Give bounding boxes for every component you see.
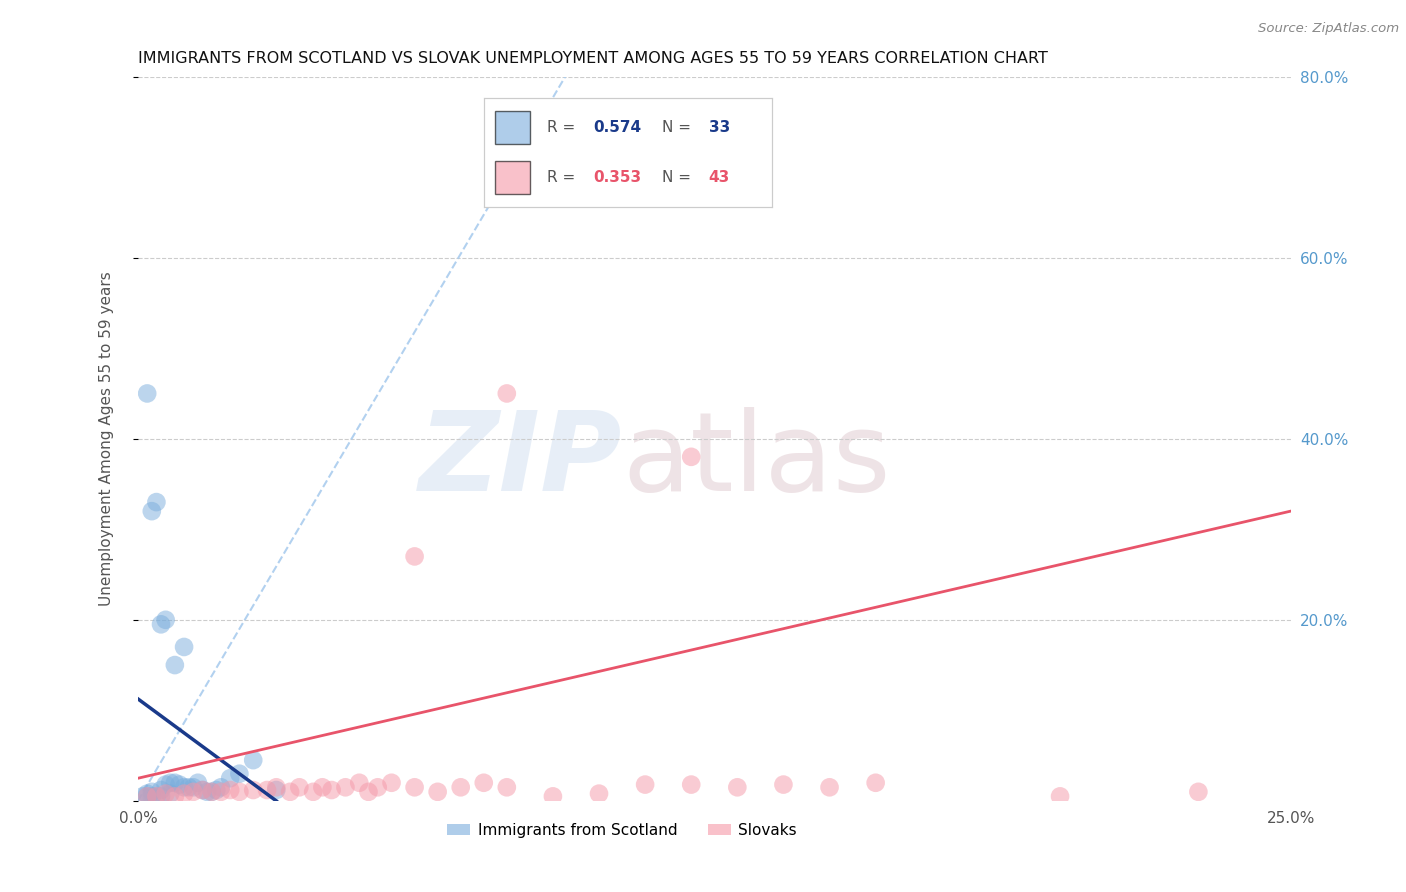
Point [163,776,186,790]
Point [195,785,218,799]
Point [201,785,224,799]
Point [335,780,357,795]
Point [242,753,264,767]
Point [155,787,177,801]
Text: IMMIGRANTS FROM SCOTLAND VS SLOVAK UNEMPLOYMENT AMONG AGES 55 TO 59 YEARS CORREL: IMMIGRANTS FROM SCOTLAND VS SLOVAK UNEMP… [138,51,1047,66]
Point [181,785,204,799]
Point [1187,785,1209,799]
Point [159,776,181,790]
Point [219,783,242,797]
Point [163,658,186,673]
Point [173,640,195,654]
Point [205,783,228,797]
Point [681,450,703,464]
Point [150,789,173,804]
Point [349,776,371,790]
Point [141,785,163,799]
Point [150,617,173,632]
Point [219,771,242,785]
Point [173,780,195,795]
Point [228,785,250,799]
Legend: Immigrants from Scotland, Slovaks: Immigrants from Scotland, Slovaks [441,817,803,844]
Point [136,787,159,801]
Text: Source: ZipAtlas.com: Source: ZipAtlas.com [1258,22,1399,36]
Point [173,787,195,801]
Point [311,780,333,795]
Point [404,780,426,795]
Point [772,778,794,792]
Point [141,789,163,804]
Point [725,142,748,156]
Text: atlas: atlas [621,407,890,514]
Point [187,776,209,790]
Point [588,787,610,801]
Point [266,783,288,797]
Point [191,783,214,797]
Point [181,780,204,795]
Point [357,785,380,799]
Point [163,789,186,804]
Y-axis label: Unemployment Among Ages 55 to 59 years: Unemployment Among Ages 55 to 59 years [100,271,114,606]
Point [288,780,311,795]
Point [145,495,167,509]
Point [228,766,250,780]
Point [141,504,163,518]
Point [495,780,517,795]
Point [865,776,887,790]
Point [634,778,657,792]
Point [159,787,181,801]
Point [302,785,325,799]
Point [725,780,748,795]
Point [209,785,232,799]
Point [541,789,564,804]
Point [380,776,402,790]
Point [278,785,301,799]
Text: ZIP: ZIP [419,407,621,514]
Point [209,780,232,795]
Point [681,778,703,792]
Point [426,785,449,799]
Point [818,780,841,795]
Point [145,789,167,804]
Point [256,783,278,797]
Point [1049,789,1071,804]
Point [450,780,472,795]
Point [145,789,167,804]
Point [155,778,177,792]
Point [321,783,343,797]
Point [367,780,389,795]
Point [404,549,426,564]
Point [242,783,264,797]
Point [472,776,495,790]
Point [136,789,159,804]
Point [136,789,159,804]
Point [131,789,153,804]
Point [150,783,173,797]
Point [191,783,214,797]
Point [169,778,191,792]
Point [266,780,288,795]
Point [155,613,177,627]
Point [495,386,517,401]
Point [177,780,200,795]
Point [136,386,159,401]
Point [201,785,224,799]
